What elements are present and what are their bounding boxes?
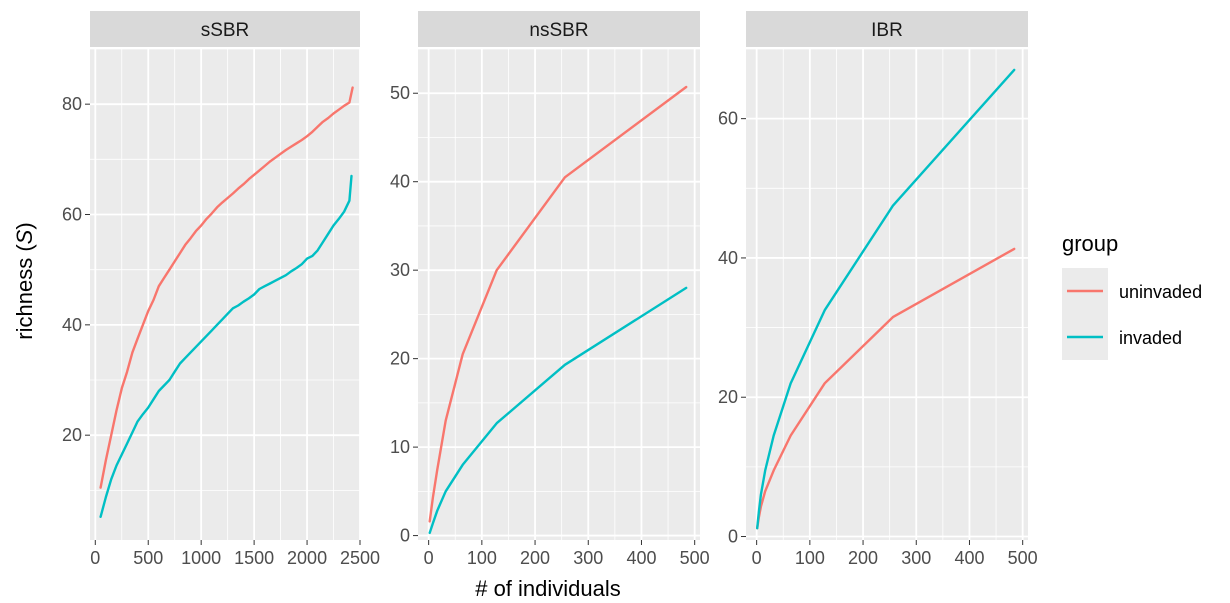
panel-background [418,49,700,540]
y-tick-label: 10 [390,437,410,457]
x-tick-label: 0 [90,548,100,568]
y-tick-label: 80 [62,94,82,114]
panel-strip [418,11,700,47]
x-tick-label: 100 [467,548,497,568]
y-tick-label: 40 [62,315,82,335]
x-axis-title: # of individuals [475,576,621,601]
x-tick-label: 500 [133,548,163,568]
panel-strip [90,11,360,47]
x-tick-label: 400 [954,548,984,568]
x-tick-label: 0 [752,548,762,568]
y-tick-label: 40 [718,248,738,268]
series-line-invaded [756,68,1016,530]
panel-title: nsSBR [529,20,588,41]
x-tick-label: 2500 [340,548,380,568]
legend-entries: uninvaded invaded [1062,268,1202,360]
y-tick-label: 20 [390,349,410,369]
legend: group uninvaded invaded [1062,231,1202,360]
x-tick-label: 0 [424,548,434,568]
panel-strip [746,11,1028,47]
y-tick-label: 20 [718,387,738,407]
panel-background [90,49,360,540]
y-tick-label: 50 [390,83,410,103]
panel-background [746,49,1028,540]
y-tick-label: 20 [62,425,82,445]
panel-title: IBR [871,20,903,41]
panel-ibr: IBR 0 100 200 300 400 500 0 20 40 60 [718,11,1038,568]
x-tick-label: 400 [626,548,656,568]
y-tick-label: 60 [62,205,82,225]
x-tick-label: 200 [520,548,550,568]
y-axis-title: richness (S) [12,222,37,339]
x-tick-label: 500 [1008,548,1038,568]
panel-nssbr: nsSBR 0 100 200 300 400 500 0 10 20 30 40 50 [390,11,710,568]
x-tick-label: 500 [680,548,710,568]
y-tick-label: 40 [390,172,410,192]
y-tick-label: 60 [718,109,738,129]
series-line-uninvaded [99,86,354,489]
x-tick-label: 300 [573,548,603,568]
x-tick-label: 300 [901,548,931,568]
x-tick-label: 1000 [181,548,221,568]
y-axis-title-suffix: ) [12,222,37,229]
legend-label-invaded: invaded [1119,328,1182,348]
y-tick-label: 0 [728,527,738,547]
x-tick-label: 100 [795,548,825,568]
x-tick-label: 1500 [234,548,274,568]
legend-label-uninvaded: uninvaded [1119,282,1202,302]
y-tick-label: 0 [400,526,410,546]
series-line-uninvaded [428,85,688,523]
panel-ssbr: sSBR 0 500 1000 1500 2000 2500 20 40 60 80 [62,11,380,568]
series-line-invaded [428,286,688,535]
x-tick-label: 200 [848,548,878,568]
y-axis-title-symbol: S [12,229,37,244]
series-line-invaded [99,174,353,518]
y-axis-title-prefix: richness ( [12,244,37,340]
legend-title: group [1062,231,1118,256]
panel-title: sSBR [201,20,250,41]
x-tick-label: 2000 [287,548,327,568]
y-tick-label: 30 [390,260,410,280]
